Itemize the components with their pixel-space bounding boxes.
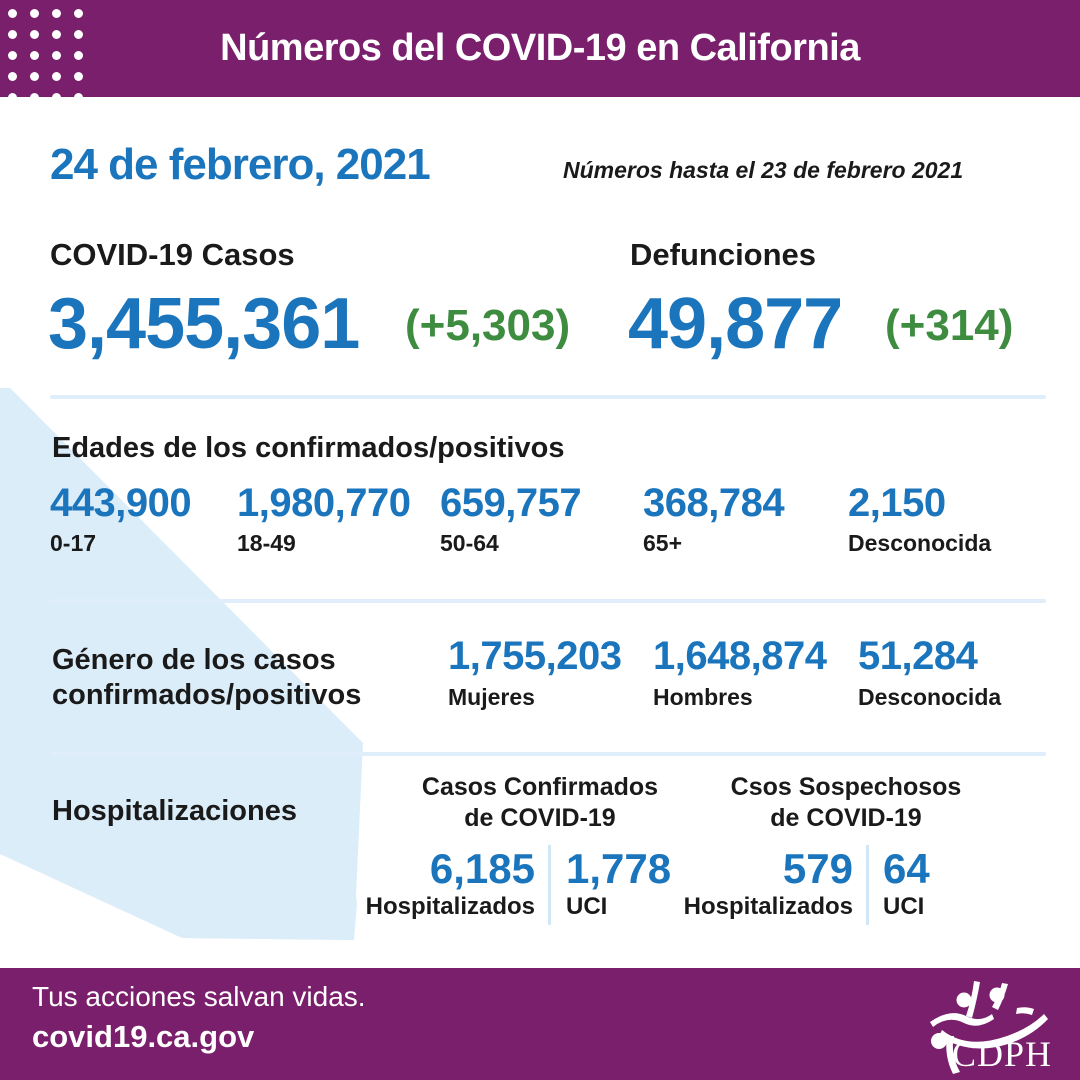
hospitalizations-heading: Hospitalizaciones [52, 795, 297, 827]
hosp-confirmed-header-line1: Casos Confirmados [421, 773, 659, 801]
report-date: 24 de febrero, 2021 [50, 140, 431, 189]
hosp-confirmed-icu-value: 1,778 [566, 845, 672, 892]
value-divider [866, 845, 869, 925]
footer-message: Tus acciones salvan vidas. [32, 981, 366, 1012]
ages-value-65plus: 368,784 [643, 481, 785, 525]
gender-heading-line1: Género de los casos [52, 644, 336, 676]
dots-pattern-decoration [8, 9, 83, 97]
ages-value-50-64: 659,757 [440, 481, 582, 525]
deaths-label: Defunciones [630, 237, 817, 272]
hosp-suspected-hospitalized-label: Hospitalizados [683, 893, 853, 920]
gender-label-men: Hombres [653, 684, 753, 710]
value-divider [548, 845, 551, 925]
section-divider [50, 395, 1046, 399]
ages-value-0-17: 443,900 [50, 481, 192, 525]
hosp-confirmed-hospitalized-value: 6,185 [429, 845, 535, 892]
section-divider [50, 752, 1046, 756]
ages-value-unknown: 2,150 [848, 481, 946, 525]
california-map-silhouette [0, 388, 363, 940]
hosp-confirmed-header: Casos Confirmados de COVID-19 [390, 772, 690, 834]
ages-label-0-17: 0-17 [50, 530, 97, 556]
footer-bar [0, 968, 1080, 1080]
hosp-confirmed-icu-label: UCI [566, 893, 608, 920]
gender-label-unknown: Desconocida [858, 684, 1002, 710]
footer-url: covid19.ca.gov [32, 1019, 255, 1054]
gender-heading-line2: confirmados/positivos [52, 679, 362, 711]
cases-label: COVID-19 Casos [50, 237, 295, 272]
cdph-logo-text: CDPH [952, 1034, 1052, 1074]
gender-value-men: 1,648,874 [653, 634, 827, 678]
hosp-suspected-icu-label: UCI [883, 893, 925, 920]
ages-label-65plus: 65+ [643, 530, 683, 556]
hosp-confirmed-hospitalized-label: Hospitalizados [365, 893, 535, 920]
ages-heading: Edades de los confirmados/positivos [52, 432, 565, 464]
page-title: Números del COVID-19 en California [220, 27, 860, 69]
deaths-delta: (+314) [885, 301, 1014, 350]
hosp-suspected-hospitalized-value: 579 [782, 845, 853, 892]
deaths-total: 49,877 [628, 284, 843, 364]
gender-value-women: 1,755,203 [448, 634, 622, 678]
cdph-logo: CDPH [930, 981, 1052, 1074]
gender-value-unknown: 51,284 [858, 634, 978, 678]
hosp-suspected-header: Csos Sospechosos de COVID-19 [696, 772, 996, 834]
header-bar: Números del COVID-19 en California [0, 0, 1080, 97]
hosp-suspected-icu-value: 64 [883, 845, 930, 892]
data-as-of-note: Números hasta el 23 de febrero 2021 [563, 157, 964, 183]
cases-delta: (+5,303) [405, 301, 571, 350]
ages-label-50-64: 50-64 [440, 530, 499, 556]
hosp-confirmed-header-line2: de COVID-19 [464, 804, 616, 832]
cases-total: 3,455,361 [48, 284, 360, 364]
ages-value-18-49: 1,980,770 [237, 481, 411, 525]
ages-label-unknown: Desconocida [848, 530, 992, 556]
ages-label-18-49: 18-49 [237, 530, 296, 556]
hosp-suspected-header-line2: de COVID-19 [770, 804, 922, 832]
gender-heading: Género de los casos confirmados/positivo… [52, 643, 361, 713]
section-divider [50, 599, 1046, 603]
hosp-suspected-header-line1: Csos Sospechosos [730, 773, 962, 801]
gender-label-women: Mujeres [448, 684, 535, 710]
